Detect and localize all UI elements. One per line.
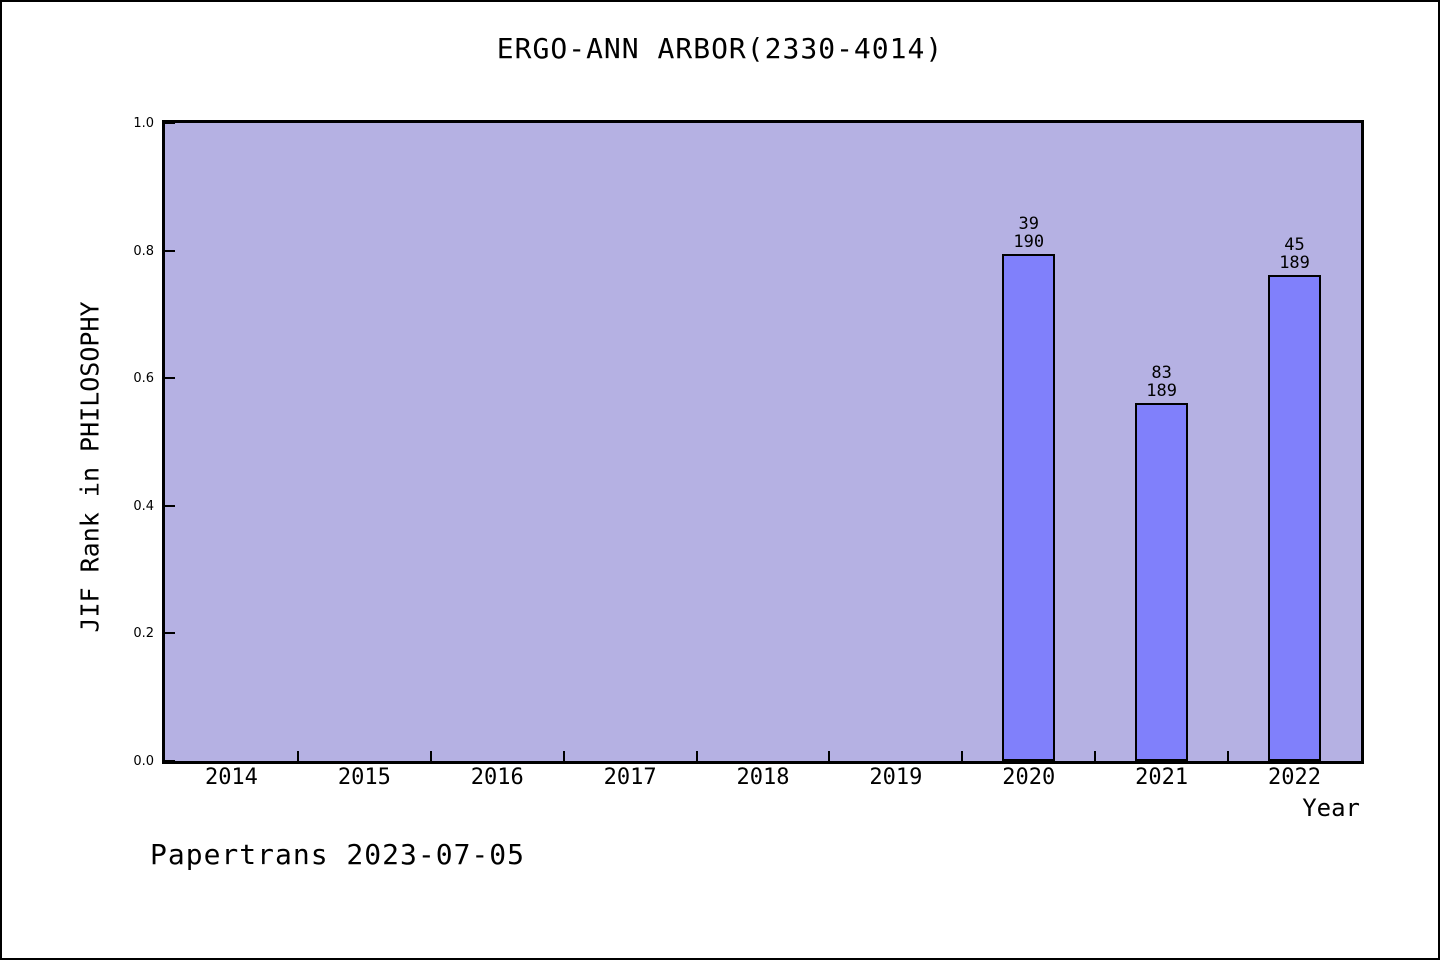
chart-title: ERGO-ANN ARBOR(2330-4014) — [496, 32, 944, 65]
x-tick-mark — [296, 751, 299, 761]
y-tick-mark — [165, 760, 175, 762]
x-tick-label: 2019 — [869, 765, 923, 790]
bar — [1002, 253, 1056, 761]
y-tick-mark — [165, 249, 175, 252]
bar — [1267, 274, 1322, 761]
y-tick-mark — [165, 377, 175, 380]
bar-rank-value: 83 — [1151, 363, 1172, 384]
y-axis-label: JIF Rank in PHILOSOPHY — [75, 301, 105, 633]
x-tick-mark — [828, 751, 831, 761]
y-tick-label: 0.2 — [133, 626, 154, 642]
bar-rank-value: 39 — [1018, 213, 1039, 234]
y-tick-mark — [165, 504, 175, 507]
x-tick-mark — [1094, 751, 1097, 761]
bar-total-value: 190 — [1013, 231, 1045, 252]
x-axis-label: Year — [1302, 794, 1360, 822]
bar-value-label: 83 189 — [1102, 364, 1222, 400]
x-tick-label: 2017 — [603, 765, 657, 790]
x-tick-mark — [1227, 751, 1230, 761]
watermark-text: Papertrans 2023-07-05 — [150, 838, 526, 871]
x-tick-label: 2018 — [736, 765, 790, 790]
bar-total-value: 189 — [1279, 252, 1310, 273]
x-tick-mark — [429, 751, 432, 761]
x-tick-label: 2022 — [1268, 765, 1322, 790]
x-tick-label: 2016 — [470, 765, 524, 790]
y-tick-mark — [165, 632, 175, 635]
y-tick-label: 0.6 — [133, 371, 154, 387]
x-tick-label: 2020 — [1002, 765, 1056, 790]
bar-rank-value: 45 — [1284, 234, 1305, 255]
bar — [1135, 403, 1189, 761]
x-tick-mark — [695, 751, 698, 761]
plot-area: 39 190 83 189 45 189 — [162, 120, 1364, 764]
x-tick-label: 2014 — [204, 765, 258, 790]
y-tick-label: 0.0 — [133, 754, 154, 769]
bar-value-label: 39 190 — [969, 215, 1089, 251]
y-tick-label: 0.8 — [133, 243, 154, 259]
y-tick-label: 0.4 — [133, 498, 154, 514]
x-tick-label: 2021 — [1135, 765, 1189, 790]
y-tick-mark — [165, 122, 175, 124]
bar-total-value: 189 — [1146, 381, 1178, 402]
x-tick-mark — [961, 751, 964, 761]
bar-value-label: 45 189 — [1235, 236, 1355, 272]
x-tick-mark — [562, 751, 565, 761]
x-tick-label: 2015 — [337, 765, 391, 790]
y-tick-label: 1.0 — [133, 116, 154, 131]
